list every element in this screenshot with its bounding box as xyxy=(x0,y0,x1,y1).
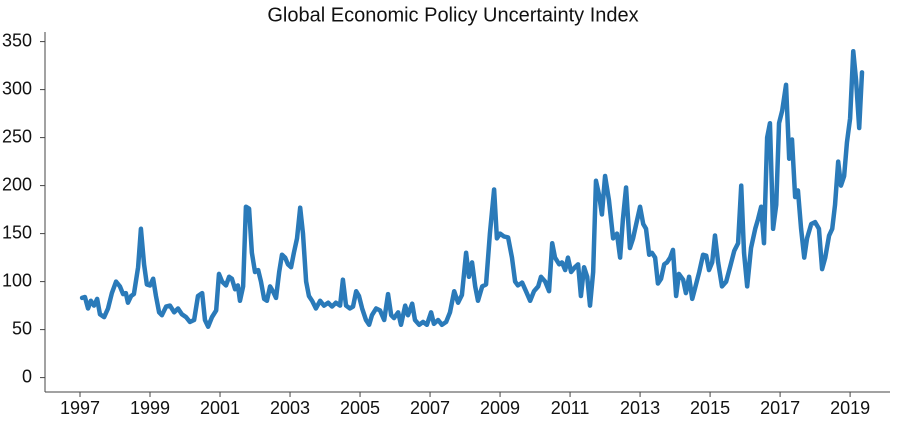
data-line xyxy=(79,48,865,329)
x-tick-label: 2001 xyxy=(200,398,240,418)
x-tick-label: 2011 xyxy=(551,398,590,418)
x-tick-label: 2013 xyxy=(620,398,660,418)
x-tick-label: 2019 xyxy=(830,398,870,418)
y-tick-label: 150 xyxy=(2,222,32,242)
y-tick-label: 50 xyxy=(12,318,32,338)
y-tick-label: 350 xyxy=(2,30,32,50)
y-tick-label: 250 xyxy=(2,126,32,146)
x-tick-label: 2009 xyxy=(480,398,520,418)
y-tick-label: 0 xyxy=(22,366,32,386)
x-tick-label: 2005 xyxy=(340,398,380,418)
x-tick-label: 1997 xyxy=(60,398,100,418)
x-tick-label: 2003 xyxy=(270,398,310,418)
x-tick-label: 2015 xyxy=(690,398,730,418)
x-tick-label: 2007 xyxy=(410,398,450,418)
chart-title: Global Economic Policy Uncertainty Index xyxy=(267,4,638,26)
x-tick-label: 1999 xyxy=(130,398,170,418)
y-tick-label: 200 xyxy=(2,174,32,194)
y-tick-label: 100 xyxy=(2,270,32,290)
y-tick-label: 300 xyxy=(2,78,32,98)
x-tick-label: 2017 xyxy=(760,398,800,418)
